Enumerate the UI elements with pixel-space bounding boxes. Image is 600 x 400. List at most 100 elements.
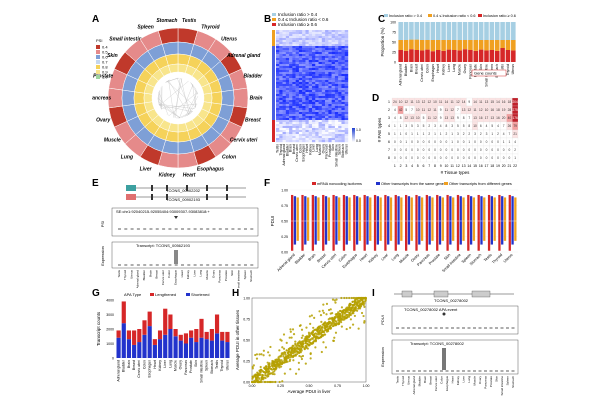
heatmap-cell — [276, 98, 280, 101]
scatter-point — [329, 308, 332, 311]
heatmap-cell — [344, 124, 349, 127]
heatmap-cell — [312, 134, 316, 137]
heatmap-cell — [341, 44, 345, 47]
heatmap-cell — [315, 124, 319, 127]
scatter-point — [348, 314, 351, 317]
scatter-point — [288, 359, 291, 363]
heatmap-cell — [321, 136, 326, 139]
heatmap-cell — [312, 64, 316, 67]
heatmap-cell — [321, 124, 326, 127]
heatmap-cell — [341, 128, 345, 131]
heatmap-cell — [328, 140, 332, 143]
box — [441, 197, 444, 241]
y-tick-label: 50 — [392, 41, 396, 45]
heatmap-cell — [292, 36, 296, 39]
annotation-box — [471, 69, 507, 77]
heatmap-cell — [298, 78, 303, 81]
tissue-label-spleen: Spleen — [137, 24, 153, 30]
scatter-point — [319, 336, 323, 339]
heatmap-cell — [292, 74, 296, 77]
heatmap-cell — [328, 56, 332, 59]
heatmap-cell — [321, 126, 326, 129]
exon — [226, 185, 228, 191]
heatmap-cell — [344, 70, 349, 73]
scatter-point — [362, 303, 365, 307]
heatmap-cell — [321, 84, 326, 87]
bar-shortened — [137, 342, 142, 358]
heatmap-cell — [312, 138, 316, 141]
count-value: 0 — [503, 156, 505, 160]
heatmap-cell — [298, 80, 303, 83]
heatmap-cell — [312, 56, 316, 59]
heatmap-cell — [312, 72, 316, 75]
chord-line — [175, 78, 181, 118]
heatmap-cell — [302, 46, 306, 49]
radial-segment — [203, 92, 213, 104]
heatmap-cell — [279, 124, 283, 127]
heatmap-cell — [344, 64, 349, 67]
heatmap-cell — [302, 92, 306, 95]
bar-shortened — [225, 342, 230, 358]
heatmap-cell — [308, 116, 313, 119]
x-tick-label: Prostate — [328, 144, 332, 157]
heatmap-cell — [328, 130, 332, 133]
heatmap-cell — [328, 86, 332, 89]
heatmap-cell — [276, 38, 280, 41]
box — [317, 197, 320, 241]
heatmap-cell — [276, 60, 280, 63]
box — [407, 196, 411, 245]
scatter-point — [290, 336, 293, 339]
count-value: 28 — [508, 108, 512, 112]
heatmap-cell — [318, 60, 323, 63]
heatmap-cell — [302, 62, 306, 65]
heatmap-cell — [289, 92, 293, 95]
scatter-point — [251, 365, 254, 369]
scatter-point — [321, 328, 324, 332]
heatmap-cell — [338, 104, 342, 107]
heatmap-cell — [338, 34, 342, 37]
count-value: 4 — [486, 124, 488, 128]
heatmap-cell — [292, 114, 296, 117]
heatmap-cell — [305, 130, 309, 133]
heatmap-cell — [341, 64, 345, 67]
scatter-point — [319, 328, 322, 331]
heatmap-cell — [295, 36, 300, 39]
heatmap-cell — [325, 96, 329, 99]
scatter-point — [332, 324, 335, 327]
heatmap-cell — [315, 38, 319, 41]
heatmap-cell — [282, 44, 287, 47]
y-tick-label: 0.50 — [281, 220, 288, 224]
heatmap-cell — [318, 48, 323, 51]
heatmap-cell — [325, 82, 329, 85]
heatmap-cell — [325, 108, 329, 111]
heatmap-cell — [282, 94, 287, 97]
scatter-point — [268, 380, 271, 384]
heatmap-cell — [289, 40, 293, 43]
bar-segment — [452, 50, 457, 62]
heatmap-cell — [285, 100, 290, 103]
x-tick-label: Colon — [167, 270, 171, 278]
scatter-point — [336, 323, 340, 326]
heatmap-cell — [295, 140, 300, 143]
scatter-point — [332, 339, 335, 342]
heatmap-cell — [315, 34, 319, 37]
heatmap-cell — [334, 74, 339, 77]
heatmap-cell — [338, 36, 342, 39]
bar-segment — [478, 49, 484, 62]
heatmap-cell — [318, 58, 323, 61]
bar-lengthened — [209, 329, 214, 341]
heatmap-cell — [344, 106, 349, 109]
box — [376, 196, 379, 245]
heatmap-cell — [276, 114, 280, 117]
heatmap-cell — [295, 56, 300, 59]
heatmap-cell — [318, 30, 323, 33]
x-tick-label: Spleen — [461, 253, 472, 264]
heatmap-cell — [312, 32, 316, 35]
heatmap-cell — [276, 132, 280, 135]
heatmap-cell — [289, 66, 293, 69]
heatmap-cell — [344, 140, 349, 143]
heatmap-cell — [302, 108, 306, 111]
legend-item: Other transcripts from the same gene — [381, 182, 444, 186]
heatmap-cell — [279, 68, 283, 71]
heatmap-cell — [292, 60, 296, 63]
